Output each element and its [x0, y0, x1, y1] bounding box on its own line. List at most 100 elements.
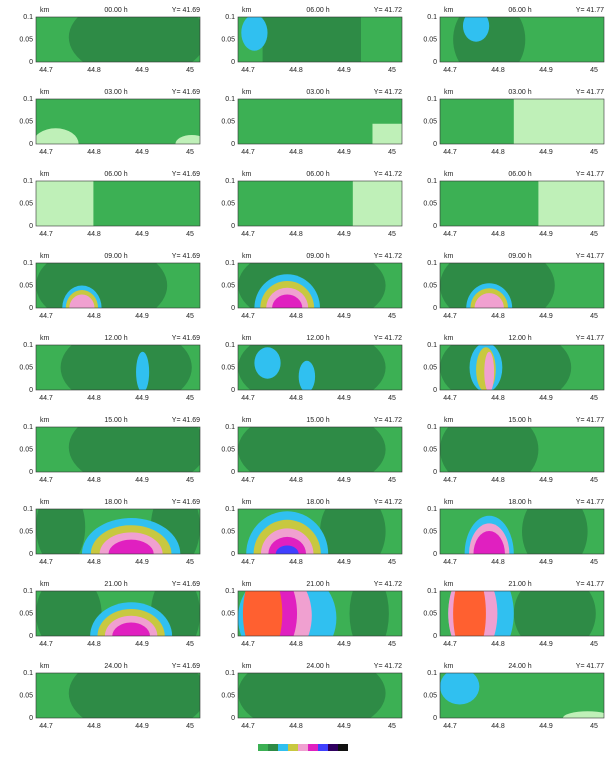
- x-tick-label: 44.9: [337, 559, 351, 566]
- unit-label: km: [242, 499, 252, 506]
- y-tick-label: 0.05: [19, 364, 33, 371]
- contour: [60, 345, 192, 390]
- contour: [272, 294, 303, 308]
- frame: [35, 590, 201, 637]
- panel: km 09.00 h Y= 41.72 0 0.05 0.1 44.7 44.8 44.9 45: [221, 253, 403, 320]
- panel: km 15.00 h Y= 41.72 0 0.05 0.1 44.7 44.8 44.9 45: [221, 417, 403, 484]
- y-position-label: Y= 41.72: [374, 417, 402, 424]
- y-tick-label: 0.05: [221, 36, 235, 43]
- x-tick-label: 44.8: [491, 67, 505, 74]
- y-tick-label: 0.1: [225, 670, 235, 677]
- unit-label: km: [40, 499, 50, 506]
- y-position-label: Y= 41.69: [172, 171, 200, 178]
- x-tick-label: 44.9: [539, 67, 553, 74]
- y-tick-label: 0.05: [19, 118, 33, 125]
- contour: [352, 181, 402, 226]
- y-position-label: Y= 41.72: [374, 171, 402, 178]
- x-tick-label: 44.8: [87, 641, 101, 648]
- y-tick-label: 0: [433, 305, 437, 312]
- x-tick-label: 44.7: [443, 641, 457, 648]
- x-tick-label: 45: [186, 641, 194, 648]
- contour-area: [36, 427, 200, 472]
- y-tick-label: 0: [29, 715, 33, 722]
- contour: [36, 181, 94, 226]
- unit-label: km: [444, 581, 454, 588]
- contour: [262, 17, 361, 62]
- y-tick-label: 0: [29, 387, 33, 394]
- x-tick-label: 45: [388, 67, 396, 74]
- panel: km 03.00 h Y= 41.72 0 0.05 0.1 44.7 44.8 44.9 45: [221, 89, 403, 156]
- x-tick-label: 44.8: [87, 723, 101, 730]
- time-label: 15.00 h: [508, 417, 531, 424]
- y-tick-label: 0.1: [23, 342, 33, 349]
- y-tick-label: 0.05: [19, 36, 33, 43]
- y-position-label: Y= 41.72: [374, 581, 402, 588]
- unit-label: km: [40, 89, 50, 96]
- time-label: 21.00 h: [508, 581, 531, 588]
- time-label: 06.00 h: [508, 7, 531, 14]
- y-tick-label: 0.1: [23, 424, 33, 431]
- time-label: 12.00 h: [508, 335, 531, 342]
- y-position-label: Y= 41.72: [374, 335, 402, 342]
- time-label: 06.00 h: [306, 7, 329, 14]
- contour: [36, 591, 102, 636]
- y-tick-label: 0.05: [221, 364, 235, 371]
- x-tick-label: 44.7: [241, 67, 255, 74]
- x-tick-label: 44.8: [87, 67, 101, 74]
- contour: [474, 293, 504, 308]
- unit-label: km: [444, 89, 454, 96]
- x-tick-label: 44.9: [539, 149, 553, 156]
- x-tick-label: 44.8: [87, 395, 101, 402]
- contour: [136, 351, 150, 390]
- colorbar: [258, 744, 348, 751]
- x-tick-label: 44.9: [337, 231, 351, 238]
- contour: [69, 294, 95, 308]
- contour-area: [238, 181, 402, 226]
- x-tick-label: 45: [388, 477, 396, 484]
- x-tick-label: 45: [186, 313, 194, 320]
- contour-area: [238, 17, 402, 62]
- y-position-label: Y= 41.69: [172, 335, 200, 342]
- time-label: 03.00 h: [306, 89, 329, 96]
- panel: km 18.00 h Y= 41.72 0 0.05 0.1 44.7 44.8 44.9 45: [221, 499, 403, 566]
- y-tick-label: 0.1: [427, 506, 437, 513]
- x-tick-label: 44.9: [337, 67, 351, 74]
- frame: [439, 180, 605, 227]
- contour: [484, 351, 495, 390]
- contour: [68, 17, 200, 62]
- contour-area: [238, 509, 402, 554]
- contour: [68, 427, 200, 472]
- x-tick-label: 44.7: [241, 559, 255, 566]
- x-tick-label: 45: [590, 395, 598, 402]
- unit-label: km: [40, 253, 50, 260]
- x-tick-label: 44.7: [241, 723, 255, 730]
- y-tick-label: 0.05: [19, 692, 33, 699]
- frame: [35, 672, 201, 719]
- time-label: 09.00 h: [508, 253, 531, 260]
- x-tick-label: 44.9: [135, 723, 149, 730]
- y-position-label: Y= 41.72: [374, 253, 402, 260]
- y-tick-label: 0.05: [423, 36, 437, 43]
- contour-area: [440, 509, 604, 554]
- contour: [440, 427, 539, 472]
- frame: [35, 180, 201, 227]
- x-tick-label: 44.8: [87, 559, 101, 566]
- x-tick-label: 45: [186, 231, 194, 238]
- y-tick-label: 0.05: [19, 200, 33, 207]
- y-position-label: Y= 41.72: [374, 663, 402, 670]
- x-tick-label: 44.7: [241, 313, 255, 320]
- x-tick-label: 44.8: [491, 477, 505, 484]
- x-tick-label: 45: [186, 723, 194, 730]
- unit-label: km: [242, 253, 252, 260]
- contour-area: [36, 263, 200, 308]
- x-tick-label: 44.8: [289, 149, 303, 156]
- y-tick-label: 0.05: [221, 610, 235, 617]
- contour-area: [36, 673, 200, 718]
- panel: km 21.00 h Y= 41.77 0 0.05 0.1 44.7 44.8 44.9 45: [423, 581, 605, 648]
- x-tick-label: 44.9: [539, 477, 553, 484]
- time-label: 24.00 h: [306, 663, 329, 670]
- y-tick-label: 0: [433, 715, 437, 722]
- unit-label: km: [242, 335, 252, 342]
- y-tick-label: 0.05: [19, 282, 33, 289]
- y-tick-label: 0: [29, 59, 33, 66]
